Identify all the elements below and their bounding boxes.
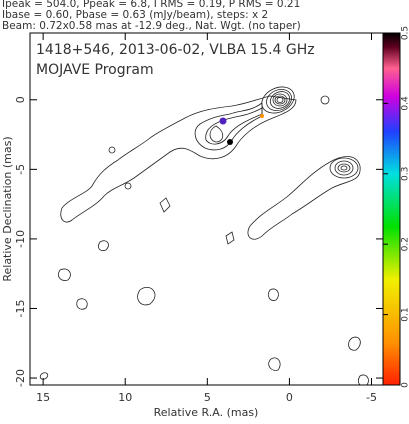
y-tick-label: -10	[14, 230, 27, 248]
y-tick-label: -15	[14, 299, 27, 317]
colorbar-tick-label: 0.2	[401, 237, 409, 251]
contours	[39, 86, 369, 385]
x-tick-label: -5	[366, 391, 377, 404]
x-tick-label: 10	[118, 391, 132, 404]
header-line: Ibase = 0.60, Pbase = 0.63 (mJy/beam), s…	[2, 9, 268, 21]
colorbar-tick-label: 0.3	[401, 167, 409, 181]
y-axis-label: Relative Declination (mas)	[1, 136, 14, 281]
x-axis-label: Relative R.A. (mas)	[154, 406, 259, 419]
colorbar	[383, 33, 400, 385]
colorbar-tick-label: 0.4	[401, 96, 409, 111]
x-tick-label: 15	[36, 391, 50, 404]
chart-title: 1418+546, 2013-06-02, VLBA 15.4 GHz	[36, 42, 315, 58]
header-line: Beam: 0.72x0.58 mas at -12.9 deg., Nat. …	[2, 20, 301, 32]
header-line: Ipeak = 504.0, Ppeak = 6.8, I RMS = 0.19…	[2, 0, 300, 10]
plot-frame	[29, 32, 384, 386]
y-tick-label: 0	[14, 96, 27, 103]
y-tick-label: -5	[14, 164, 27, 175]
x-tick-label: 5	[204, 391, 211, 404]
colorbar-tick-label: 0.1	[401, 307, 409, 321]
x-tick-label: 0	[286, 391, 293, 404]
y-tick-label: -20	[14, 369, 27, 387]
colorbar-tick-label: 0	[401, 382, 409, 388]
colorbar-tick-label: 0.5	[401, 26, 409, 40]
chart-subtitle: MOJAVE Program	[36, 62, 154, 78]
